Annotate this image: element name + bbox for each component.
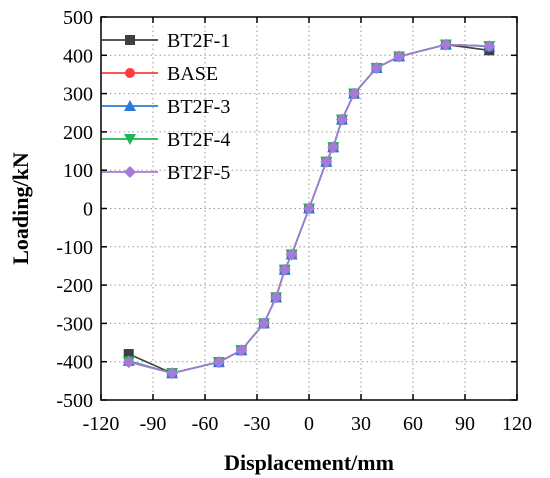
- legend-item: BT2F-1: [102, 30, 230, 52]
- data-point: [348, 87, 361, 100]
- y-tick-label: -200: [56, 275, 93, 297]
- x-axis-title: Displacement/mm: [224, 450, 394, 475]
- legend-item: BT2F-3: [102, 96, 230, 118]
- legend-label: BT2F-3: [167, 96, 230, 118]
- axis-ticks: -120 -90 -60 -30 0 30 60 90 120-500-400-300-200-…: [56, 7, 532, 435]
- x-tick-label: 30: [351, 413, 371, 435]
- series-bt2f-5: [122, 38, 496, 380]
- legend-marker: [124, 134, 136, 145]
- y-tick-label: -500: [56, 390, 93, 412]
- x-tick-label: -120: [83, 413, 120, 435]
- x-tick-label: -30: [244, 413, 271, 435]
- data-point: [278, 263, 291, 276]
- data-point: [303, 202, 315, 215]
- x-tick-label: 60: [403, 413, 423, 435]
- data-point: [483, 40, 496, 53]
- data-point: [285, 248, 298, 261]
- legend-label: BASE: [167, 63, 218, 85]
- data-point: [166, 367, 179, 380]
- legend-item: BASE: [102, 63, 218, 85]
- legend-item: BT2F-4: [102, 129, 230, 151]
- data-point: [393, 50, 406, 63]
- data-point: [212, 356, 225, 369]
- series-layer: [122, 38, 496, 380]
- data-point: [335, 113, 348, 126]
- x-tick-label: -60: [192, 413, 219, 435]
- y-axis-title: Loading/kN: [8, 152, 33, 265]
- y-tick-label: 0: [83, 199, 93, 221]
- y-tick-label: 400: [63, 45, 93, 67]
- y-tick-label: -100: [56, 237, 93, 259]
- legend-label: BT2F-1: [167, 30, 230, 52]
- y-tick-label: -300: [56, 313, 93, 335]
- x-tick-label: 0: [304, 413, 314, 435]
- x-tick-label: 120: [502, 413, 532, 435]
- data-point: [235, 344, 248, 357]
- legend-item: BT2F-5: [102, 162, 230, 184]
- legend-marker: [125, 68, 135, 78]
- legend-marker: [124, 166, 136, 178]
- legend-marker: [125, 35, 135, 45]
- data-point: [320, 155, 333, 168]
- data-point: [270, 291, 283, 304]
- data-point: [370, 61, 383, 74]
- data-point: [122, 356, 135, 369]
- x-tick-label: -90: [140, 413, 167, 435]
- data-point: [439, 38, 452, 51]
- y-tick-label: -400: [56, 352, 93, 374]
- legend-label: BT2F-5: [167, 162, 230, 184]
- legend-marker: [124, 100, 136, 111]
- data-point: [257, 317, 270, 330]
- x-tick-label: 90: [455, 413, 475, 435]
- y-tick-label: 300: [63, 84, 93, 106]
- data-point: [123, 349, 134, 360]
- data-point: [327, 141, 340, 154]
- y-tick-label: 500: [63, 7, 93, 29]
- y-tick-label: 200: [63, 122, 93, 144]
- legend-label: BT2F-4: [167, 129, 230, 151]
- y-tick-label: 100: [63, 160, 93, 182]
- legend: BT2F-1 BASE BT2F-3 BT2F-4 BT2F-5: [102, 30, 230, 184]
